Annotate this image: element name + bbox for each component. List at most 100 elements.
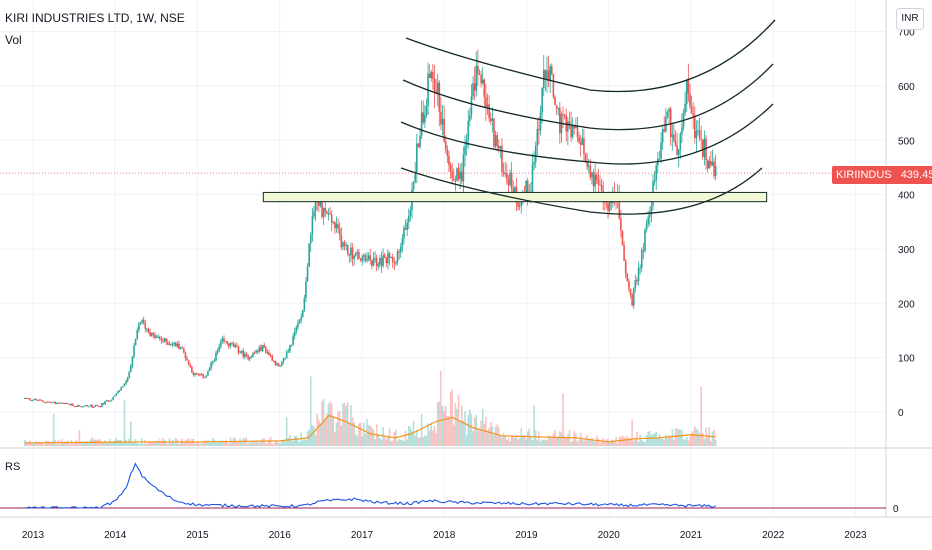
volume-bar <box>351 417 354 446</box>
candle-body <box>343 242 346 246</box>
y-tick-label: 0 <box>898 408 904 419</box>
candle-body <box>477 65 479 74</box>
x-tick-label: 2014 <box>104 530 127 541</box>
volume-bar <box>248 441 251 446</box>
candle-body <box>131 356 134 366</box>
volume-bar <box>665 434 667 446</box>
candle-body <box>579 142 582 145</box>
candle-body <box>597 179 600 185</box>
volume-bar <box>550 438 553 446</box>
volume-bar <box>237 441 240 446</box>
candle-body <box>40 399 42 401</box>
volume-bar <box>514 437 516 446</box>
candle-body <box>264 347 267 353</box>
volume-bar <box>144 439 147 446</box>
candle-body <box>517 202 519 207</box>
currency-button[interactable]: INR <box>896 8 924 30</box>
volume-bar <box>681 429 683 446</box>
candle-body <box>693 115 696 139</box>
volume-bar <box>85 441 87 446</box>
volume-bar <box>266 442 269 446</box>
volume-bar <box>146 443 148 446</box>
candle-body <box>170 344 172 346</box>
volume-bar <box>268 439 270 446</box>
volume-bar <box>104 440 106 446</box>
candle-body <box>269 355 272 357</box>
candle-body <box>663 129 666 132</box>
candle-body <box>200 374 203 376</box>
candle-body <box>640 250 643 268</box>
candle-body <box>348 253 351 256</box>
candle-body <box>448 155 450 166</box>
volume-bar <box>412 420 415 446</box>
volume-bar <box>557 436 560 446</box>
candle-body <box>671 134 674 137</box>
candle-body <box>505 173 508 180</box>
volume-bar <box>438 401 441 446</box>
candle-body <box>318 200 320 206</box>
candle-body <box>358 252 360 259</box>
candle-body <box>541 88 543 113</box>
candle-body <box>507 179 510 186</box>
volume-bar <box>419 437 421 446</box>
candle-body <box>171 344 174 346</box>
candle-body <box>491 118 494 122</box>
candle-body <box>459 171 462 180</box>
candle-body <box>362 255 365 257</box>
volume-bar <box>41 442 44 446</box>
candle-body <box>57 402 60 404</box>
volume-bar <box>637 442 640 446</box>
support-zone <box>262 191 768 203</box>
volume-bar <box>530 435 532 446</box>
drawn-channel <box>0 19 886 215</box>
volume-bar <box>166 444 169 446</box>
volume-bar <box>597 438 600 446</box>
volume-bar <box>509 441 511 446</box>
candle-body <box>329 213 331 215</box>
volume-bar <box>629 438 632 446</box>
volume-bar <box>311 425 314 446</box>
volume-bar <box>223 442 225 446</box>
candle-body <box>35 398 37 401</box>
volume-bar <box>520 428 523 446</box>
volume-bar <box>199 443 201 446</box>
volume-bar <box>65 441 68 446</box>
candle-body <box>67 403 69 405</box>
volume-bar <box>407 425 410 446</box>
volume-bar <box>358 423 360 446</box>
rs-tick-label: 0 <box>893 504 899 515</box>
volume-bar <box>364 434 367 446</box>
volume-bar <box>697 429 699 446</box>
volume-bar <box>584 437 587 446</box>
candle-body <box>351 247 354 260</box>
volume-bar <box>690 432 693 446</box>
candle-body <box>605 202 608 204</box>
volume-bar <box>138 443 140 446</box>
volume-bar <box>693 426 696 446</box>
candle-body <box>650 205 653 215</box>
candle-body <box>573 125 576 129</box>
volume-bar <box>493 434 495 446</box>
candle-body <box>497 146 500 149</box>
volume-bar <box>369 425 372 446</box>
x-tick-label: 2021 <box>680 530 703 541</box>
volume-bar <box>359 422 362 446</box>
candle-body <box>382 255 384 266</box>
volume-bar <box>38 441 41 446</box>
volume-bar <box>361 436 363 446</box>
volume-bar <box>711 431 714 446</box>
candle-body <box>531 164 534 192</box>
volume-bar <box>406 439 408 446</box>
volume-bar <box>157 441 159 446</box>
x-tick-label: 2023 <box>844 530 867 541</box>
candle-body <box>191 366 193 373</box>
candle-body <box>436 82 439 93</box>
candle-body <box>666 111 669 118</box>
candle-body <box>221 338 224 342</box>
candle-body <box>621 230 624 246</box>
volume-bar <box>452 424 455 446</box>
candle-body <box>375 257 378 267</box>
candle-body <box>692 113 694 116</box>
volume-bar <box>385 439 388 446</box>
volume-bar <box>194 443 196 446</box>
